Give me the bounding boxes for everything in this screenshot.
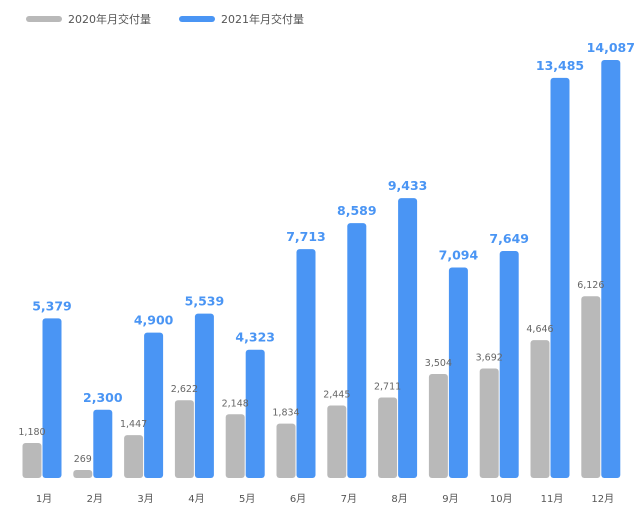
x-tick-label-1: 1月 <box>36 493 52 505</box>
data-label-2021-10: 7,649 <box>489 231 529 246</box>
legend-swatch-2020 <box>26 16 62 22</box>
x-tick-label-7: 7月 <box>341 493 357 505</box>
data-label-2021-9: 7,094 <box>439 248 479 263</box>
bar-2021-6 <box>296 249 316 478</box>
bar-2021-11 <box>550 77 570 479</box>
legend-item-2020: 2020年月交付量 <box>26 11 151 27</box>
legend-label-2020: 2020年月交付量 <box>68 13 151 26</box>
bar-2020-11 <box>530 340 550 478</box>
bar-2021-4 <box>194 313 214 478</box>
bar-2021-10 <box>499 251 519 478</box>
data-label-2021-6: 7,713 <box>286 229 326 244</box>
bar-2021-2 <box>93 409 113 478</box>
x-tick-label-9: 9月 <box>442 493 458 505</box>
legend-label-2021: 2021年月交付量 <box>221 13 304 26</box>
bar-2021-1 <box>42 318 62 478</box>
data-label-2020-9: 3,504 <box>425 358 452 369</box>
bar-2020-7 <box>327 405 347 478</box>
data-label-2020-4: 2,622 <box>171 384 198 395</box>
series-2020-bars <box>22 296 601 478</box>
bar-2020-9 <box>428 374 448 478</box>
data-label-2020-10: 3,692 <box>476 352 503 363</box>
bar-2021-3 <box>144 332 164 478</box>
x-tick-label-8: 8月 <box>391 493 407 505</box>
legend-swatch-2021 <box>179 16 215 22</box>
bar-2021-8 <box>398 198 418 478</box>
data-label-2021-4: 5,539 <box>185 294 225 309</box>
data-label-2020-8: 2,711 <box>374 382 401 393</box>
bar-2021-7 <box>347 223 367 478</box>
data-label-2020-6: 1,834 <box>272 408 299 419</box>
data-label-2020-7: 2,445 <box>323 389 350 400</box>
bar-2021-5 <box>245 349 265 478</box>
x-tick-label-6: 6月 <box>290 493 306 505</box>
data-label-2020-3: 1,447 <box>120 419 147 430</box>
data-label-2020-1: 1,180 <box>18 427 45 438</box>
x-tick-label-3: 3月 <box>137 493 153 505</box>
bar-2020-2 <box>73 470 93 478</box>
data-label-2021-1: 5,379 <box>32 298 72 313</box>
series-2021-bars <box>42 60 621 479</box>
legend: 2020年月交付量 2021年月交付量 <box>26 8 304 30</box>
x-tick-label-12: 12月 <box>591 493 614 505</box>
data-label-2021-5: 4,323 <box>235 330 275 345</box>
bar-2020-5 <box>225 414 245 478</box>
data-label-2021-7: 8,589 <box>337 203 377 218</box>
bar-2020-3 <box>124 435 144 478</box>
x-tick-label-5: 5月 <box>239 493 255 505</box>
bar-2021-12 <box>601 60 621 478</box>
bar-2020-12 <box>581 296 601 478</box>
data-label-2021-3: 4,900 <box>134 313 174 328</box>
bar-2020-10 <box>479 368 499 478</box>
data-label-2020-12: 6,126 <box>577 280 604 291</box>
series-2021-data-labels: 5,379 2,300 4,900 5,539 4,323 7,713 8,589 9,433… <box>32 40 635 405</box>
bar-2021-9 <box>448 267 468 478</box>
data-label-2020-11: 4,646 <box>526 324 553 335</box>
data-label-2020-5: 2,148 <box>222 398 249 409</box>
data-label-2021-2: 2,300 <box>83 390 123 405</box>
x-tick-label-4: 4月 <box>188 493 204 505</box>
series-2020-data-labels: 1,180 269 1,447 2,622 2,148 1,834 2,445 2,711 3,… <box>18 280 604 465</box>
legend-item-2021: 2021年月交付量 <box>179 11 304 27</box>
x-tick-label-10: 10月 <box>490 493 513 505</box>
bar-2020-8 <box>378 397 398 478</box>
data-label-2021-12: 14,087 <box>587 40 635 55</box>
bar-2020-1 <box>22 442 42 478</box>
bar-2020-4 <box>174 400 194 478</box>
x-axis-tick-labels: 1月 2月 3月 4月 5月 6月 7月 8月 9月 10月 11月 12月 <box>36 493 614 505</box>
x-tick-label-2: 2月 <box>87 493 103 505</box>
data-label-2021-8: 9,433 <box>388 178 428 193</box>
data-label-2020-2: 269 <box>74 454 92 465</box>
data-label-2021-11: 13,485 <box>536 58 584 73</box>
x-tick-label-11: 11月 <box>541 493 564 505</box>
bar-2020-6 <box>276 423 296 478</box>
